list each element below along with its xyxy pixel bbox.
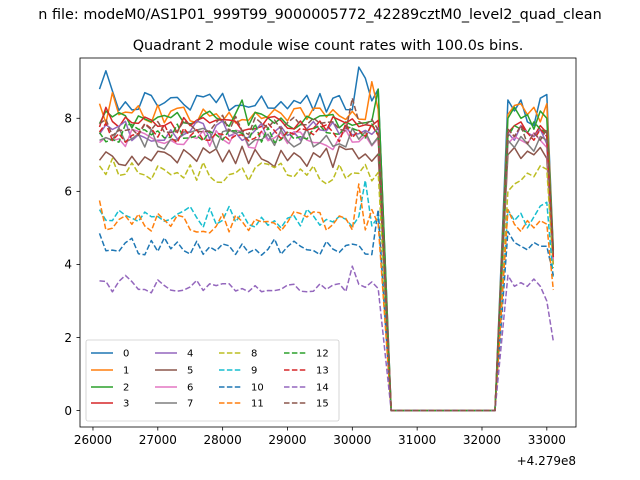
legend-label-9: 9 [251, 366, 257, 377]
legend-label-11: 11 [251, 399, 264, 410]
x-axis-offset-text: +4.279e8 [517, 454, 576, 468]
plot-frame [79, 57, 577, 428]
legend-label-10: 10 [251, 383, 264, 394]
plot-lines [98, 66, 555, 412]
legend-frame [85, 339, 340, 422]
legend-label-4: 4 [187, 349, 193, 360]
legend-label-0: 0 [123, 349, 129, 360]
legend-label-8: 8 [251, 349, 257, 360]
y-axis: 0 2 4 6 8 [64, 112, 80, 418]
x-tick-label: 31000 [398, 433, 436, 447]
legend-label-12: 12 [316, 349, 329, 360]
y-tick-label: 0 [64, 404, 72, 418]
x-axis: 26000 27000 28000 29000 30000 31000 32000 33000 [74, 427, 566, 447]
series-15-line [99, 97, 555, 412]
y-tick-label: 2 [64, 331, 72, 345]
x-tick-label: 26000 [74, 433, 112, 447]
legend-label-2: 2 [123, 383, 129, 394]
x-tick-label: 33000 [528, 433, 566, 447]
series-9-line [98, 179, 555, 412]
x-tick-label: 29000 [268, 433, 306, 447]
legend-label-6: 6 [187, 383, 193, 394]
legend-label-5: 5 [187, 366, 193, 377]
legend-label-14: 14 [316, 383, 329, 394]
x-tick-label: 32000 [463, 433, 501, 447]
figure-suptitle: n file: modeM0/AS1P01_999T99_9000005772_… [38, 7, 601, 23]
series-14-line [99, 265, 555, 412]
legend-label-13: 13 [316, 366, 329, 377]
y-tick-label: 6 [64, 185, 72, 199]
legend-label-3: 3 [123, 399, 129, 410]
legend-label-15: 15 [316, 399, 329, 410]
chart-title: Quadrant 2 module wise count rates with … [133, 38, 524, 54]
x-tick-label: 27000 [139, 433, 177, 447]
x-tick-label: 30000 [333, 433, 371, 447]
legend-label-1: 1 [123, 366, 129, 377]
y-tick-label: 8 [64, 112, 72, 126]
legend-label-7: 7 [187, 399, 193, 410]
x-tick-label: 28000 [204, 433, 242, 447]
y-tick-label: 4 [64, 258, 72, 272]
